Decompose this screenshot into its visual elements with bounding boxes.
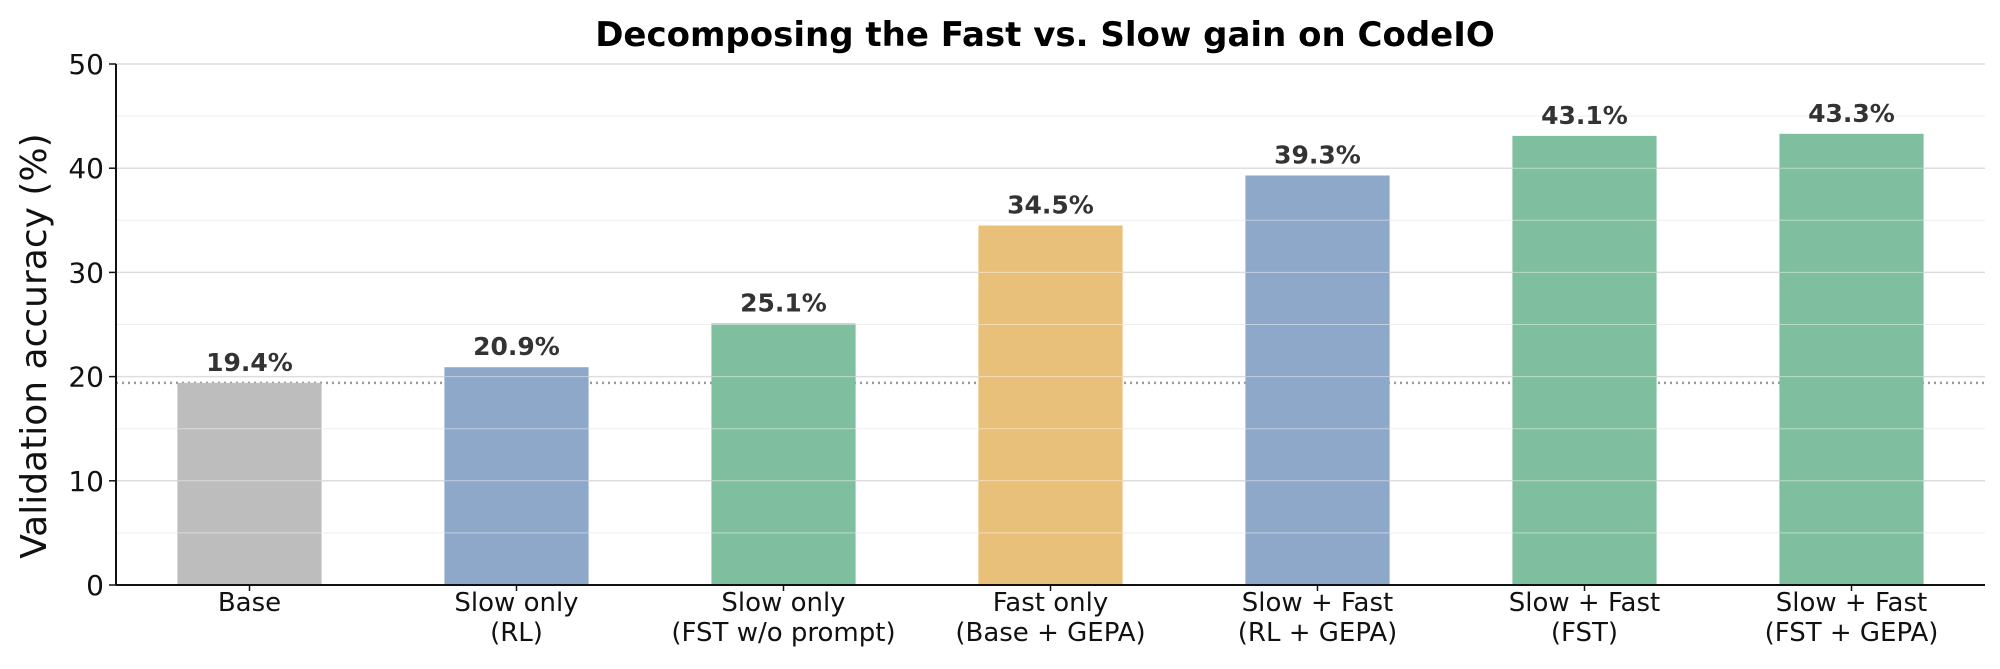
y-tick-label: 0 [86, 569, 104, 602]
chart-title: Decomposing the Fast vs. Slow gain on Co… [595, 15, 1495, 55]
y-tick-label: 40 [68, 152, 104, 185]
y-tick-label: 30 [68, 256, 104, 289]
bar-4 [978, 225, 1123, 585]
data-label: 20.9% [473, 332, 560, 361]
x-tick-label: Slow only [454, 588, 578, 618]
bar-6 [1512, 135, 1657, 585]
bar-5 [1245, 175, 1390, 585]
bar-7 [1779, 133, 1924, 585]
y-tick-label: 10 [68, 465, 104, 498]
axes-layer [109, 63, 1985, 591]
data-label: 19.4% [206, 348, 293, 377]
x-tick-label: (Base + GEPA) [955, 618, 1145, 648]
data-label: 39.3% [1274, 140, 1361, 169]
x-tick-label: Slow + Fast [1776, 588, 1927, 618]
x-tick-label: (RL + GEPA) [1238, 618, 1398, 648]
data-label: 43.3% [1808, 99, 1895, 128]
data-label: 34.5% [1007, 191, 1094, 220]
x-tick-label: Base [218, 588, 281, 618]
x-tick-label: Fast only [993, 588, 1109, 618]
bars-layer [177, 133, 1924, 585]
x-tick-label: (FST w/o prompt) [671, 618, 895, 648]
data-label: 43.1% [1541, 101, 1628, 130]
bar-3 [711, 323, 856, 585]
bar-2 [444, 367, 589, 585]
x-tick-label: (FST + GEPA) [1765, 618, 1939, 648]
x-tick-label: (FST) [1551, 618, 1618, 648]
x-tick-label: (RL) [490, 618, 543, 648]
y-tick-label: 20 [68, 361, 104, 394]
x-tick-label: Slow + Fast [1242, 588, 1393, 618]
bar-1 [177, 382, 322, 585]
y-axis-label: Validation accuracy (%) [14, 133, 55, 558]
x-tick-label: Slow only [721, 588, 845, 618]
x-tick-label: Slow + Fast [1509, 588, 1660, 618]
y-tick-label: 50 [68, 48, 104, 81]
data-label: 25.1% [740, 288, 827, 317]
